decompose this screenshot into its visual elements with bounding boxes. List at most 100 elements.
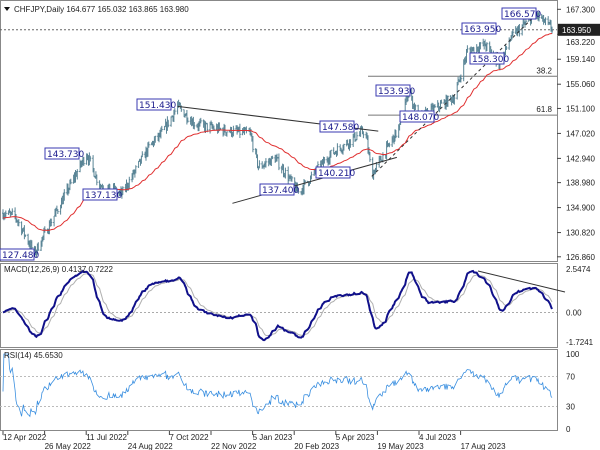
ohlc-bar — [538, 11, 540, 22]
ohlc-bar — [349, 139, 352, 148]
ohlc-bar — [446, 95, 449, 107]
x-tick-label: 5 Apr 2023 — [336, 433, 375, 442]
y-tick-label: 163.220 — [566, 38, 595, 47]
ohlc-bar — [511, 29, 514, 37]
ohlc-bar — [368, 151, 371, 162]
macd-tick-label: -1.7241 — [566, 338, 594, 347]
y-tick-label: 142.940 — [566, 154, 595, 163]
ohlc-bar — [4, 210, 7, 218]
price-label-box — [44, 147, 80, 160]
ohlc-bar — [355, 131, 358, 141]
price-annotations: 127.480 143.730 137.130 151.430 137.400 140.2… — [0, 7, 541, 261]
rsi-tick-label: 30 — [566, 403, 575, 412]
ohlc-bar — [89, 155, 92, 162]
y-tick-label: 155.060 — [566, 80, 595, 89]
trendlines — [177, 15, 536, 204]
price-label: 151.430 — [139, 101, 176, 111]
price-label-box — [319, 120, 355, 133]
rsi-pane — [0, 353, 557, 418]
reference-lines: 38.2 61.8 — [0, 29, 557, 116]
price-label-box — [136, 98, 172, 111]
macd-pane — [0, 269, 566, 342]
ohlc-bar — [485, 42, 488, 51]
ohlc-bar — [160, 125, 163, 132]
ohlc-bar — [63, 189, 66, 201]
rsi-line — [2, 353, 553, 418]
ohlc-bar — [170, 116, 173, 127]
x-tick-label: 17 Aug 2023 — [461, 442, 506, 450]
ohlc-bar — [518, 24, 521, 37]
ohlc-bar — [128, 176, 131, 189]
macd-trendline — [477, 270, 566, 293]
ohlc-bar — [261, 161, 264, 169]
symbol-title: CHFJPY,Daily 164.677 165.032 163.865 163… — [14, 5, 189, 14]
y-tick-label: 147.020 — [566, 129, 595, 138]
ohlc-bar — [551, 26, 553, 34]
ohlc-bar — [212, 125, 215, 131]
axes: 167.300 163.220 159.140 155.060 151.100 147.0… — [2, 5, 600, 450]
price-label: 166.570 — [504, 10, 541, 20]
rsi-tick-label: 0 — [566, 425, 571, 434]
price-label: 143.730 — [47, 150, 84, 160]
y-tick-label: 151.100 — [566, 104, 595, 113]
price-label: 153.930 — [378, 87, 415, 97]
ohlc-bar — [459, 74, 462, 83]
macd-tick-label: 2.5474 — [566, 265, 591, 274]
price-label: 137.400 — [262, 186, 299, 196]
ohlc-bar — [50, 218, 53, 227]
ohlc-bar — [258, 160, 261, 169]
price-label: 147.580 — [322, 123, 359, 133]
ohlc-bar — [69, 178, 72, 185]
ohlc-bar — [11, 208, 14, 215]
ohlc-bar — [147, 141, 150, 148]
ohlc-bar — [193, 122, 196, 130]
price-label-box — [375, 84, 411, 97]
price-label-box — [469, 52, 505, 65]
ohlc-bar — [167, 119, 170, 128]
y-tick-label: 134.900 — [566, 204, 595, 213]
ohlc-bar — [232, 125, 235, 137]
ohlc-bar — [225, 131, 228, 137]
ohlc-bar — [310, 171, 313, 180]
pane-frames — [0, 0, 558, 431]
ohlc-bar — [362, 131, 365, 139]
collapse-triangle-icon[interactable] — [4, 7, 10, 11]
macd-signal-line — [3, 272, 553, 337]
ohlc-bar — [251, 136, 254, 153]
ohlc-bar — [43, 226, 46, 233]
macd-tick-label: 0.00 — [566, 309, 582, 318]
ohlc-bar — [479, 42, 482, 50]
trendline — [232, 156, 397, 204]
x-tick-label: 20 Feb 2023 — [294, 442, 339, 450]
ohlc-bar — [53, 215, 56, 227]
y-tick-label: 138.980 — [566, 179, 595, 188]
ohlc-bar — [433, 104, 436, 108]
x-tick-label: 12 Apr 2022 — [3, 433, 47, 442]
ohlc-bar — [277, 153, 280, 171]
ohlc-bar — [95, 174, 98, 186]
price-label-box — [259, 183, 295, 196]
y-tick-label: 159.140 — [566, 55, 595, 64]
ohlc-bar — [440, 99, 443, 104]
ohlc-bar — [466, 45, 469, 53]
price-label: 127.480 — [2, 251, 39, 261]
ohlc-bar — [505, 45, 508, 50]
price-label-box — [461, 22, 497, 35]
ohlc-bar — [37, 242, 40, 251]
price-label-box — [82, 188, 118, 201]
rsi-tick-label: 70 — [566, 373, 575, 382]
x-tick-label: 5 Jan 2023 — [253, 433, 293, 442]
ohlc-bar — [271, 155, 274, 160]
price-label: 140.210 — [318, 169, 355, 179]
current-price-tag-text: 163.950 — [562, 26, 591, 35]
trendline — [371, 15, 536, 177]
ohlc-bar — [264, 158, 267, 168]
rsi-title: RSI(14) 45.6530 — [4, 351, 63, 360]
ohlc-bar — [17, 219, 20, 227]
price-label: 163.950 — [464, 25, 501, 35]
x-tick-label: 11 Jul 2022 — [86, 433, 127, 442]
ohlc-bar — [329, 149, 332, 158]
price-label-box — [501, 7, 537, 20]
ohlc-bar — [290, 176, 293, 182]
